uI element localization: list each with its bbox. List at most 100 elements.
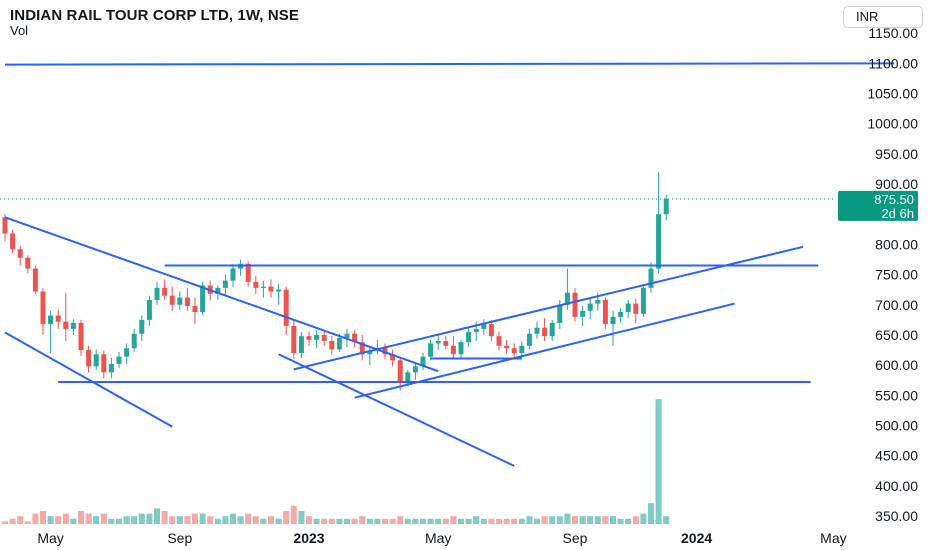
price-tick-label: 900.00 [875,176,918,192]
candle-body [557,304,563,323]
candle-body [17,249,23,258]
volume-bar [17,516,24,524]
price-tick-label: 400.00 [875,478,918,494]
last-price-badge: 875.50 2d 6h [838,190,918,221]
candle-body [648,268,654,288]
candle-body [640,287,646,314]
price-axis[interactable]: 1150.00 1100.00 1050.00 1000.00 950.00 900.00… [867,25,918,524]
price-tick-label: 1100.00 [868,55,918,71]
trendline-lower-descending[interactable] [4,331,173,428]
candle-body [276,289,282,292]
time-axis[interactable]: May Sep 2023 May Sep 2024 May [37,530,846,546]
trendline-steep-descending[interactable] [278,353,515,467]
price-badge-bg [838,190,918,221]
trendline-channel-lower[interactable] [354,302,735,399]
volume-bar [116,518,122,524]
candle-body [184,297,190,306]
candle-body [564,292,570,305]
candle-body [154,287,160,300]
volume-label: Vol [10,23,29,38]
candle-body [633,303,639,314]
volume-bar [230,513,236,524]
candle-body [397,360,403,383]
time-tick-label: May [820,530,846,546]
volume-bar [503,518,510,524]
volume-bar [427,518,434,524]
candle-body [580,310,586,317]
candle-body [55,315,61,322]
volume-bar [351,518,358,524]
candle-body [488,324,494,337]
candle-body [420,356,426,367]
volume-bar [146,513,153,524]
candle-body [40,291,46,325]
candle-body [663,198,669,215]
volume-bar [283,511,290,524]
volume-bar [131,516,138,524]
volume-bar [93,516,100,524]
time-tick-label: Sep [167,530,192,546]
price-tick-label: 750.00 [875,267,918,283]
candle-body [496,336,502,346]
volume-bar [511,518,518,524]
volume-bar [480,518,487,524]
volume-bar [32,513,39,524]
candle-body [253,281,259,288]
volume-bar [85,513,92,524]
trendlines [4,62,895,467]
volume-bar [617,518,624,524]
currency-button[interactable]: INR [843,6,923,28]
price-badge-countdown: 2d 6h [881,206,914,221]
volume-bar [100,513,107,524]
price-tick-label: 350.00 [875,508,918,524]
candle-body [101,354,107,373]
time-tick-label: 2024 [681,530,712,546]
volume-bar [237,516,244,524]
price-tick-label: 550.00 [875,387,918,403]
trendline-channel-upper[interactable] [293,245,804,371]
volume-bar [663,516,670,524]
volume-bar [458,518,464,524]
volume-bar [404,518,411,524]
candle-body [131,333,137,349]
volume-bar [290,505,297,524]
trendline-upper-descending[interactable] [4,216,439,373]
candle-body [336,337,342,350]
candle-body [222,280,228,288]
candle-body [116,356,122,364]
candle-body [625,303,631,313]
volume-bar [632,516,639,524]
price-tick-label: 800.00 [875,236,918,252]
symbol-title: INDIAN RAIL TOUR CORP LTD, 1W, NSE [10,7,299,24]
candle-body [63,321,69,329]
candle-body [412,366,418,373]
volume-bar [366,518,373,524]
candle-body [587,303,593,311]
volume-bar [496,518,502,524]
candle-body [656,214,662,269]
candle-body [108,363,114,373]
price-tick-label: 1000.00 [867,116,918,132]
volume-bar [382,518,388,524]
trendline-resistance-top[interactable] [4,62,895,66]
volume-bar [587,516,594,524]
candle-body [549,322,555,337]
volume-bar [359,516,366,524]
candle-body [481,324,487,329]
volume-bar [564,513,571,524]
candle-body [10,233,16,250]
candle-body [48,315,54,325]
price-tick-label: 450.00 [875,448,918,464]
volume-bar [62,513,69,524]
candle-body [595,299,601,304]
volume-bar [108,518,115,524]
volume-bar [420,518,426,524]
candle-body [618,312,624,317]
volume-bar [207,516,214,524]
time-tick-label: Sep [563,530,588,546]
time-tick-label: 2023 [293,530,324,546]
candle-body [526,333,532,346]
volume-bar [245,513,252,524]
volume-bar [222,516,229,524]
